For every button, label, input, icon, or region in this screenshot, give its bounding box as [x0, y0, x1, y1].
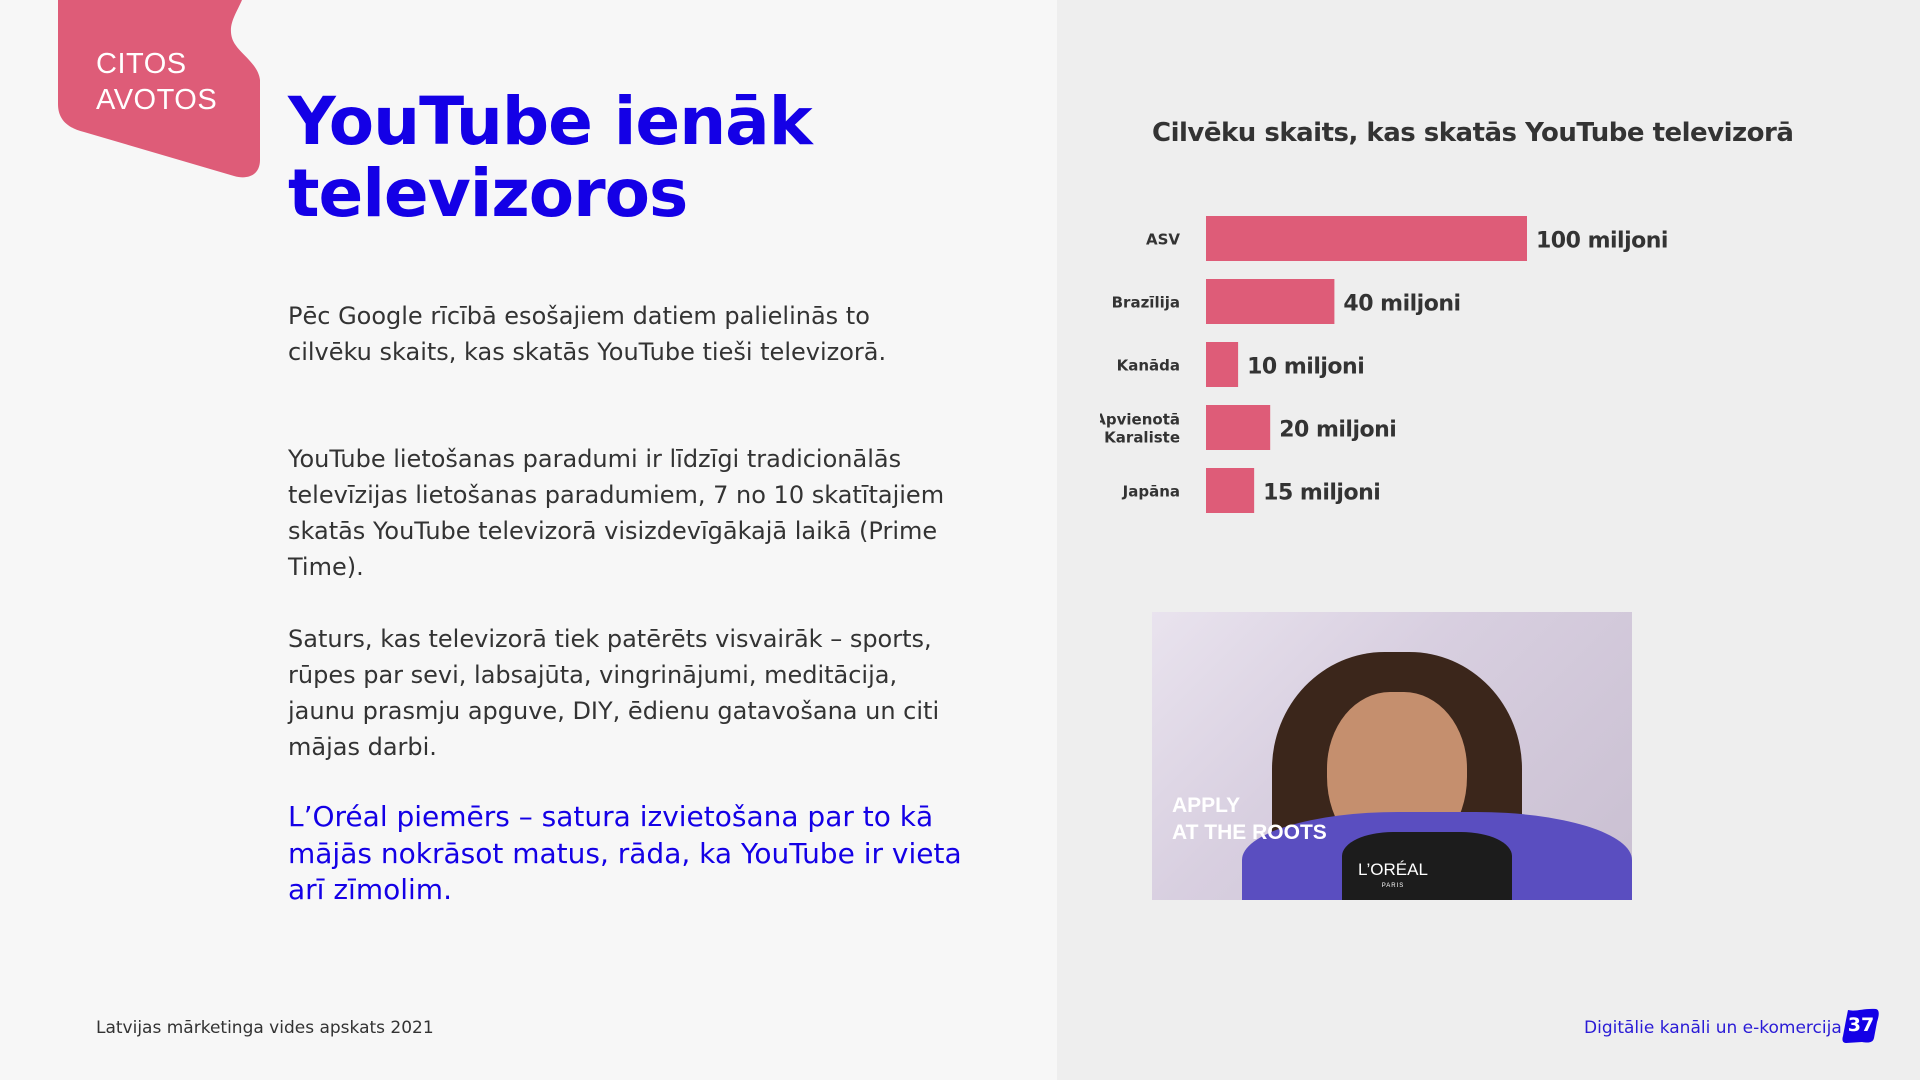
bar-1: [1206, 279, 1335, 324]
data-label: 10 miljoni: [1247, 355, 1364, 380]
badge-line-1: CITOS: [96, 48, 187, 80]
chart-title: Cilvēku skaits, kas skatās YouTube telev…: [1152, 118, 1794, 148]
category-label: Karaliste: [1104, 429, 1180, 447]
bar-4: [1206, 468, 1255, 513]
category-label: Apvienotā: [1100, 411, 1180, 429]
badge-shape: [58, 0, 260, 178]
bar-0: [1206, 216, 1527, 261]
loreal-logo: L’ORÉAL PARIS: [1358, 860, 1428, 889]
category-label: Kanāda: [1117, 357, 1180, 375]
page-number-shape: [1842, 1008, 1879, 1043]
paragraph-3: Saturs, kas televizorā tiek patērēts vis…: [288, 625, 940, 761]
loreal-ad-image: APPLY AT THE ROOTS L’ORÉAL PARIS: [1152, 612, 1632, 900]
page-number: 37: [1842, 1008, 1880, 1044]
paragraph-1: Pēc Google rīcībā esošajiem datiem palie…: [288, 302, 887, 366]
title-line-1: YouTube ienāk: [288, 83, 813, 160]
bar-3: [1206, 405, 1271, 450]
bar-chart: ASV 100 miljoni Brazīlija 40 miljoni Kanāda 1…: [1100, 216, 1668, 513]
data-label: 100 miljoni: [1536, 229, 1668, 254]
footer-section-name: Digitālie kanāli un e-komercija: [1584, 1018, 1842, 1038]
category-label: Japāna: [1122, 483, 1180, 501]
category-label: ASV: [1146, 231, 1180, 249]
highlight-paragraph: L’Oréal piemērs – satura izvietošana par…: [288, 800, 962, 906]
category-label: Brazīlija: [1112, 294, 1180, 312]
data-label: 40 miljoni: [1343, 292, 1460, 317]
paragraph-2: YouTube lietošanas paradumi ir līdzīgi t…: [288, 445, 945, 581]
data-label: 20 miljoni: [1279, 418, 1396, 443]
right-panel: [1057, 0, 1920, 1080]
data-label: 15 miljoni: [1263, 481, 1380, 506]
title-line-2: televizoros: [288, 155, 688, 232]
ad-caption: APPLY AT THE ROOTS: [1172, 794, 1327, 844]
badge-line-2: AVOTOS: [96, 84, 218, 116]
footer-report-title: Latvijas mārketinga vides apskats 2021: [96, 1018, 434, 1038]
section-badge: CITOS AVOTOS: [0, 0, 270, 180]
page-title: YouTube ienāk televizoros: [288, 83, 813, 232]
bar-2: [1206, 342, 1239, 387]
